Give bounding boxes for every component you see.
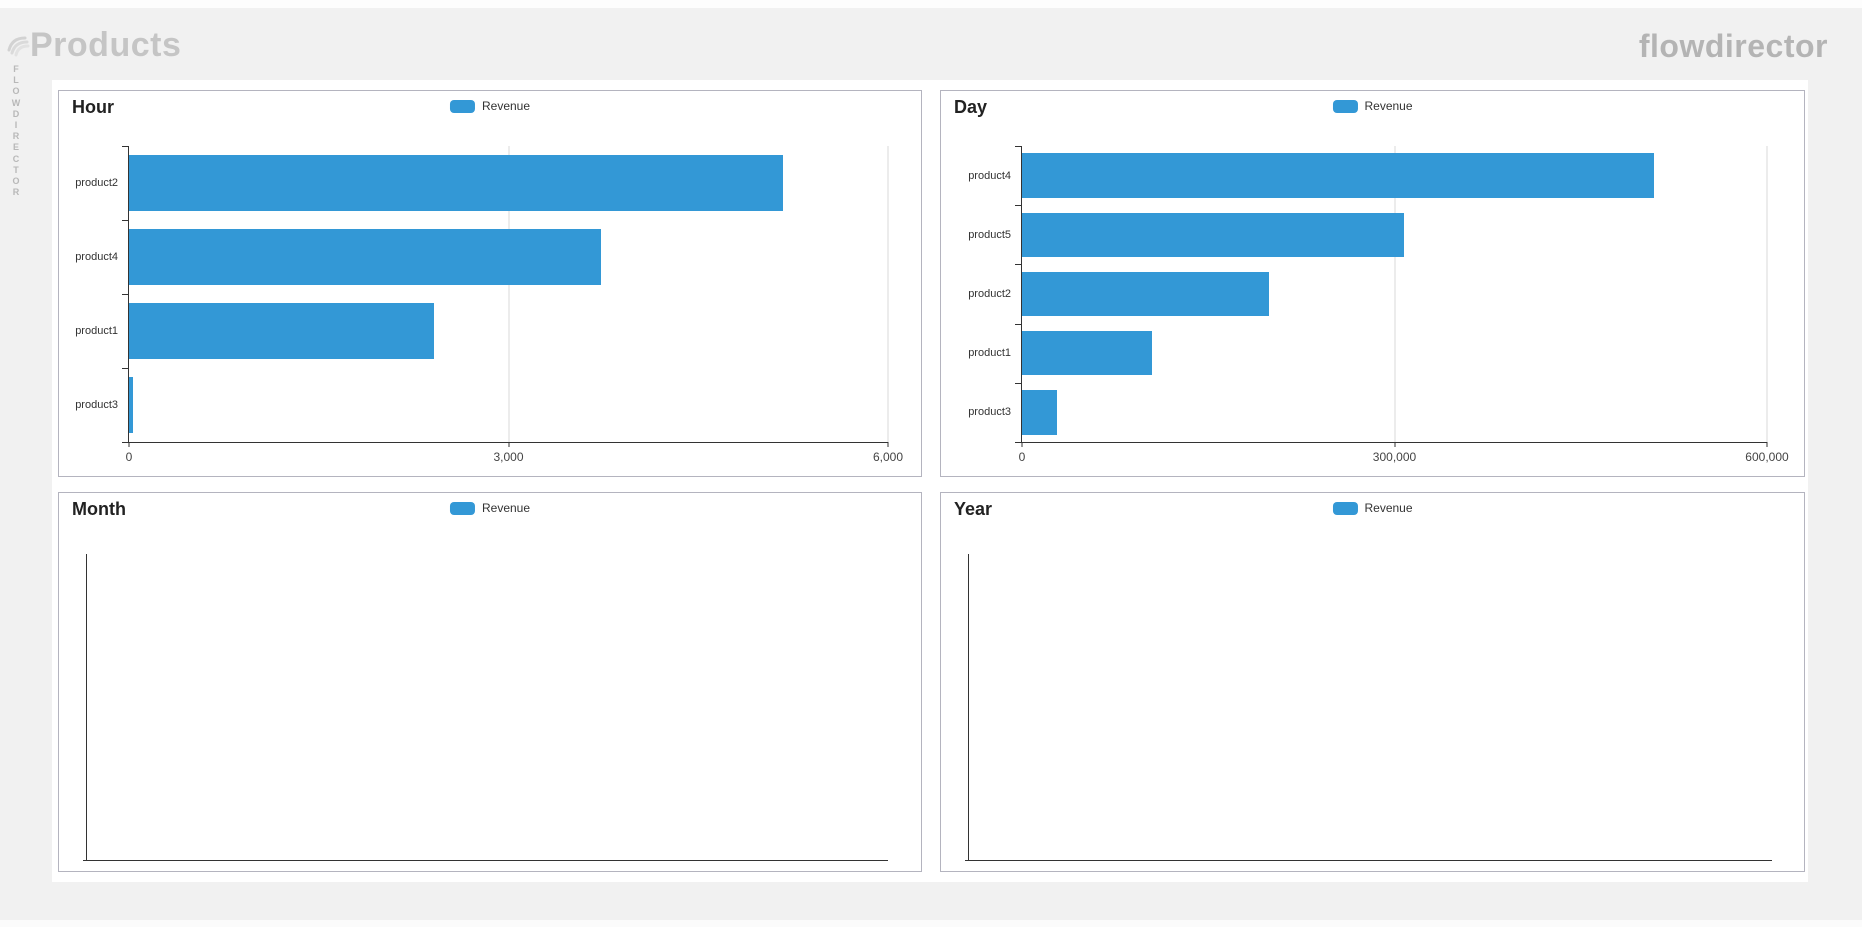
legend-swatch-icon xyxy=(1332,501,1358,515)
chart-panel-day: Day Revenue 0 300,000 600,000 product4 produ… xyxy=(940,90,1805,477)
y-axis-label: product2 xyxy=(75,177,118,189)
y-axis-label: product2 xyxy=(968,288,1011,300)
vertical-brand-letter: L xyxy=(13,75,19,86)
bottom-strip xyxy=(0,920,1862,927)
y-axis-tick xyxy=(1015,264,1022,266)
plot-area: 0 300,000 600,000 product4 product5 product2 p… xyxy=(968,146,1789,464)
x-axis-tick xyxy=(1394,442,1395,447)
bar-product2[interactable] xyxy=(1022,271,1270,317)
chart-title: Month xyxy=(72,499,126,519)
vertical-brand-letter: D xyxy=(12,108,20,119)
y-axis-label: product5 xyxy=(968,228,1011,241)
gridline xyxy=(887,146,889,442)
vertical-brand-letter: T xyxy=(13,164,19,175)
bar-product1[interactable] xyxy=(129,303,434,359)
bar-product4[interactable] xyxy=(1022,153,1654,198)
x-axis-label: 600,000 xyxy=(1745,450,1789,464)
legend[interactable]: Revenue xyxy=(449,99,531,113)
y-axis-tick xyxy=(122,442,129,443)
y-axis-label: product1 xyxy=(968,347,1011,360)
gridline xyxy=(1394,146,1395,442)
y-axis-label: product1 xyxy=(75,325,118,337)
y-axis-label: product4 xyxy=(75,251,118,263)
plot-area: 0 3,000 6,000 product2 product4 product1 produ… xyxy=(75,146,903,464)
x-axis-tick xyxy=(887,442,889,447)
x-axis-label: 3,000 xyxy=(493,450,524,464)
bar-product4[interactable] xyxy=(129,229,601,285)
y-axis-tick xyxy=(122,146,129,147)
vertical-brand-letter: F xyxy=(13,64,19,74)
legend-swatch-icon xyxy=(449,99,475,113)
vertical-brand-letter: W xyxy=(11,97,21,108)
x-axis-label: 300,000 xyxy=(1372,450,1417,464)
bar-product3[interactable] xyxy=(1022,390,1057,435)
chart-title: Hour xyxy=(72,97,114,117)
y-axis-tick xyxy=(1015,146,1022,147)
top-strip xyxy=(0,0,1862,8)
bar-product3[interactable] xyxy=(129,377,134,433)
page-title: Products xyxy=(30,26,182,64)
bar-product5[interactable] xyxy=(1022,212,1405,257)
y-axis-tick xyxy=(1015,382,1022,384)
vertical-brand-letter: C xyxy=(12,153,20,164)
legend-label: Revenue xyxy=(1364,501,1413,515)
gridline xyxy=(1766,146,1768,442)
legend-label: Revenue xyxy=(481,501,531,515)
flowdirector-logo-icon xyxy=(7,36,30,57)
x-axis-tick xyxy=(1021,442,1023,447)
x-axis-tick xyxy=(1766,442,1768,447)
vertical-brand-letter: O xyxy=(12,86,20,97)
y-axis-label: product4 xyxy=(968,169,1011,182)
legend-label: Revenue xyxy=(1364,99,1413,113)
bar-product1[interactable] xyxy=(1022,331,1153,376)
vertical-brand-letter: E xyxy=(12,142,19,153)
legend-label: Revenue xyxy=(481,99,531,113)
vertical-brand-letter: I xyxy=(14,120,18,131)
y-axis-tick xyxy=(122,368,129,369)
y-axis-tick xyxy=(1015,442,1022,443)
legend-swatch-icon xyxy=(449,501,475,515)
chart-panel-year: Year Revenue xyxy=(940,492,1805,872)
empty-plot-axes xyxy=(83,554,888,861)
y-axis-tick xyxy=(122,294,129,295)
chart-title: Year xyxy=(954,499,993,519)
vertical-brand-letter: O xyxy=(12,176,20,187)
empty-plot-axes xyxy=(965,554,1772,861)
brand-logo-text: flowdirector xyxy=(1638,28,1828,64)
legend[interactable]: Revenue xyxy=(449,501,531,515)
legend-swatch-icon xyxy=(1332,99,1358,113)
y-axis-tick xyxy=(122,220,129,221)
y-axis-tick xyxy=(1015,205,1022,207)
gridline xyxy=(508,146,509,442)
chart-title: Day xyxy=(954,97,988,117)
y-axis-label: product3 xyxy=(75,399,118,411)
y-axis-tick xyxy=(1015,323,1022,325)
vertical-brand-letter: R xyxy=(12,131,20,142)
chart-panel-month: Month Revenue xyxy=(58,492,922,872)
chart-panel-hour: Hour Revenue 0 3,000 6,000 product2 product4… xyxy=(58,90,922,477)
x-axis-label: 0 xyxy=(125,450,133,464)
vertical-brand-letter: R xyxy=(12,187,20,198)
x-axis-label: 0 xyxy=(1018,450,1026,464)
bar-product2[interactable] xyxy=(129,155,783,211)
x-axis-label: 6,000 xyxy=(872,450,904,464)
legend[interactable]: Revenue xyxy=(1332,501,1413,515)
legend[interactable]: Revenue xyxy=(1332,99,1413,113)
y-axis-label: product3 xyxy=(968,406,1011,419)
x-axis-tick xyxy=(128,442,130,447)
x-axis-tick xyxy=(508,442,509,447)
dashboard-content: Hour Revenue 0 3,000 6,000 product2 product4… xyxy=(52,80,1808,882)
